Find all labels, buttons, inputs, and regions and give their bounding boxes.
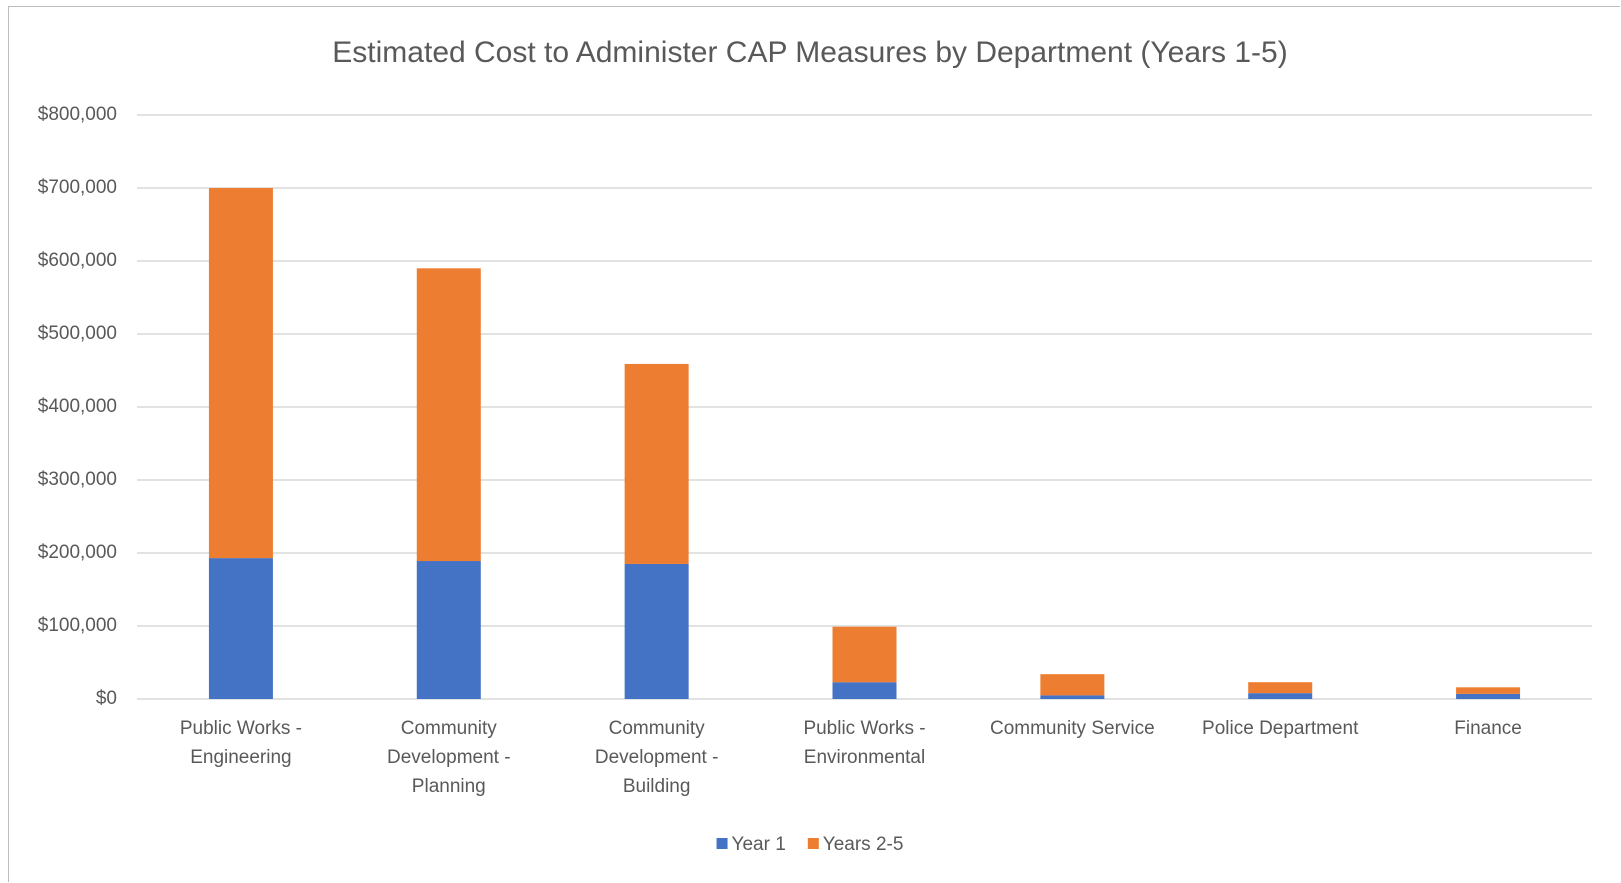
x-tick-label: Public Works - Engineering bbox=[179, 718, 302, 768]
x-tick-label: Police Department bbox=[1202, 718, 1359, 739]
bar-segment bbox=[1456, 687, 1521, 694]
bar-segment bbox=[1040, 674, 1105, 696]
bar-segment bbox=[624, 363, 689, 564]
y-tick-label: $200,000 bbox=[38, 542, 117, 563]
x-tick-label: Community Development - Building bbox=[594, 718, 719, 797]
x-tick-label: Community Development - Planning bbox=[387, 718, 511, 797]
bar-segment bbox=[1456, 693, 1521, 699]
y-tick-label: $400,000 bbox=[38, 396, 117, 417]
bar-segment bbox=[208, 188, 273, 559]
legend-label: Year 1 bbox=[732, 834, 786, 855]
bar-segment bbox=[832, 682, 897, 699]
y-tick-label: $300,000 bbox=[38, 469, 117, 490]
y-tick-label: $500,000 bbox=[38, 323, 117, 344]
bar-segment bbox=[624, 563, 689, 699]
bar-segment bbox=[832, 626, 897, 683]
bar-segment bbox=[208, 558, 273, 699]
legend-swatch bbox=[716, 838, 728, 849]
y-tick-label: $0 bbox=[96, 688, 117, 709]
y-tick-label: $100,000 bbox=[38, 615, 117, 636]
bar-segment bbox=[1248, 693, 1313, 699]
bar-segment bbox=[1248, 682, 1313, 694]
y-tick-label: $800,000 bbox=[38, 104, 117, 125]
y-tick-label: $600,000 bbox=[38, 250, 117, 271]
x-tick-label: Finance bbox=[1454, 718, 1522, 739]
bar-segment bbox=[416, 561, 481, 699]
chart-frame bbox=[8, 6, 1620, 882]
legend-swatch bbox=[807, 838, 819, 849]
bar-segment bbox=[416, 268, 481, 562]
x-tick-label: Community Service bbox=[989, 718, 1155, 739]
legend-label: Years 2-5 bbox=[823, 834, 904, 855]
x-tick-label: Public Works - Environmental bbox=[803, 718, 926, 768]
bar-segment bbox=[1040, 695, 1105, 699]
chart-title: Estimated Cost to Administer CAP Measure… bbox=[332, 36, 1287, 69]
y-tick-label: $700,000 bbox=[38, 177, 117, 198]
